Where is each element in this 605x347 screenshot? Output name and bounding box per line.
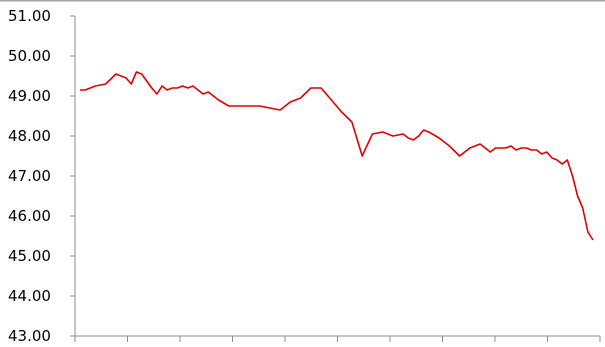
y-tick-label: 44.00 <box>8 287 51 305</box>
y-tick-label: 47.00 <box>8 167 51 185</box>
series-layer <box>80 71 594 241</box>
x-axis <box>74 335 601 342</box>
y-axis: 51.00 50.00 49.00 48.00 47.00 46.00 45.00 44.00… <box>8 7 76 345</box>
y-tick-label: 48.00 <box>8 127 51 145</box>
series-line <box>80 71 594 241</box>
y-tick-label: 51.00 <box>8 7 51 25</box>
y-tick-label: 43.00 <box>8 327 51 345</box>
y-tick-label: 50.00 <box>8 47 51 65</box>
y-tick-label: 49.00 <box>8 87 51 105</box>
y-tick-label: 45.00 <box>8 247 51 265</box>
y-tick-label: 46.00 <box>8 207 51 225</box>
